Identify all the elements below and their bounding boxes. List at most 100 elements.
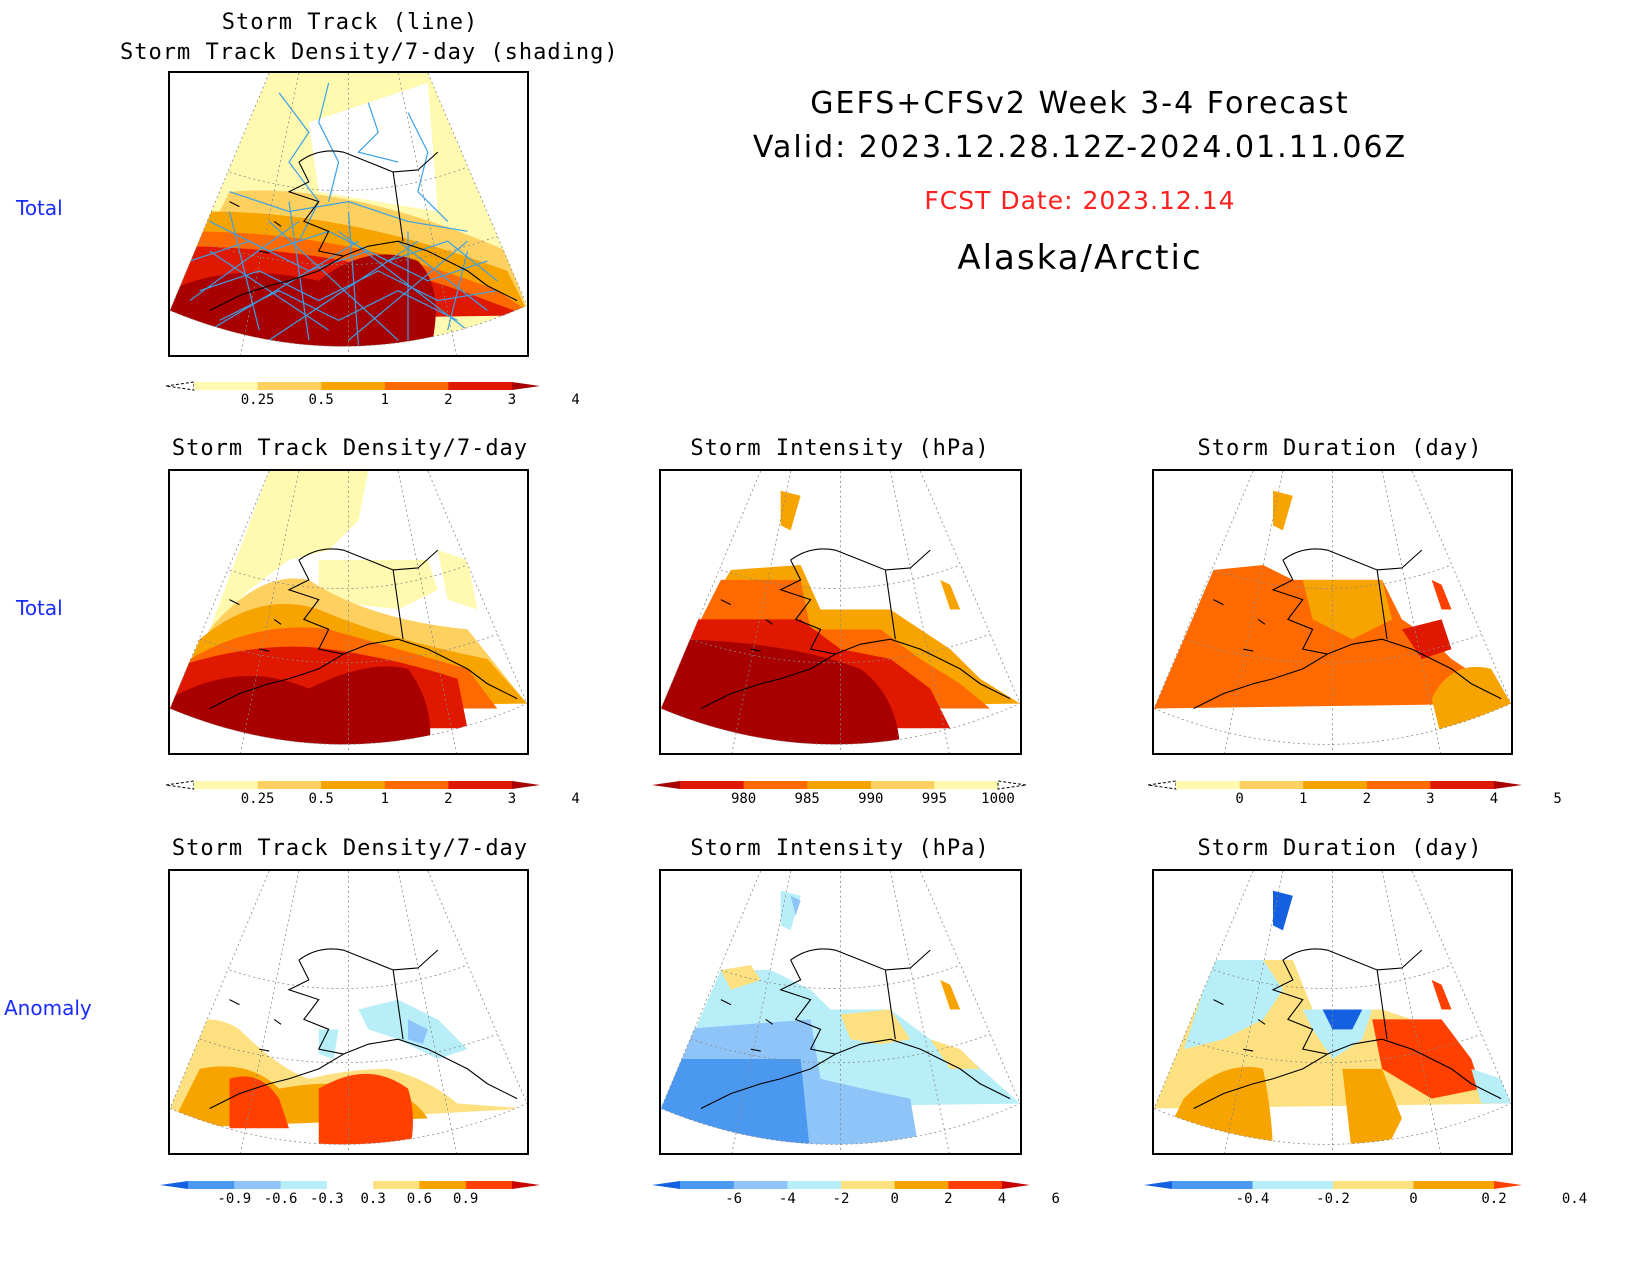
colorbar-tick-label: 0.9 bbox=[453, 1191, 479, 1207]
colorbar-segment bbox=[321, 382, 386, 390]
storm-track-map bbox=[168, 71, 529, 357]
colorbar-high-end bbox=[997, 780, 1027, 790]
colorbar-tick-label: 0 bbox=[1235, 791, 1244, 807]
colorbar-tick-label: 3 bbox=[507, 791, 517, 807]
colorbar-segment bbox=[188, 1181, 235, 1189]
colorbar-segment bbox=[384, 781, 449, 789]
intensity-anom-title: Storm Intensity (hPa) bbox=[690, 836, 990, 861]
colorbar-segment bbox=[384, 382, 449, 390]
colorbar-tick-label: 0.5 bbox=[308, 791, 334, 807]
colorbar-low-end bbox=[1144, 1181, 1172, 1189]
colorbar-low-end bbox=[165, 780, 195, 790]
colorbar-density-top: 0.25 0.5 1 2 3 4 bbox=[165, 380, 580, 414]
colorbar-segment bbox=[1430, 781, 1495, 789]
colorbar-segment bbox=[1176, 781, 1241, 789]
density-anomaly-map-svg bbox=[170, 871, 527, 1153]
density-colorbar-svg bbox=[165, 780, 540, 790]
colorbar-duration-total: 0 1 2 3 4 5 bbox=[1147, 779, 1562, 813]
duration_anom-colorbar-svg bbox=[1144, 1181, 1522, 1189]
colorbar-low-end bbox=[1147, 780, 1177, 790]
intensity-total-map-svg bbox=[661, 471, 1020, 753]
colorbar-segment bbox=[1172, 1181, 1253, 1189]
colorbar-duration-anomaly: -0.4 -0.2 0 0.2 0.4 bbox=[1144, 1179, 1587, 1213]
colorbar-tick-label: 0.4 bbox=[1561, 1191, 1588, 1207]
colorbar-segment bbox=[841, 1181, 896, 1189]
colorbar-tick-label: 0.5 bbox=[308, 392, 334, 408]
colorbar-tick-label: 3 bbox=[507, 392, 517, 408]
colorbar-segment bbox=[373, 1181, 420, 1189]
intensity-total-title: Storm Intensity (hPa) bbox=[690, 436, 990, 461]
duration-total-map bbox=[1152, 469, 1513, 755]
colorbar-tick-label: -0.9 bbox=[217, 1191, 252, 1207]
colorbar-tick-label: 6 bbox=[1051, 1191, 1060, 1207]
colorbar-segment bbox=[1252, 1181, 1334, 1189]
colorbar-segment bbox=[326, 1181, 374, 1189]
colorbar-tick-label: 4 bbox=[571, 392, 580, 408]
colorbar-tick-label: 0.6 bbox=[406, 1191, 433, 1207]
colorbar-segment bbox=[465, 1181, 513, 1189]
colorbar-segment bbox=[1303, 781, 1368, 789]
colorbar-high-end bbox=[512, 382, 540, 390]
colorbar-tick-label: 0 bbox=[1409, 1191, 1418, 1207]
colorbar-high-end bbox=[1494, 781, 1522, 789]
colorbar-segment bbox=[948, 1181, 1003, 1189]
colorbar-high-end bbox=[1494, 1181, 1522, 1189]
colorbar-tick-label: 1 bbox=[380, 392, 390, 408]
duration-colorbar-svg bbox=[1147, 780, 1522, 790]
intensity-anomaly-map bbox=[659, 869, 1022, 1155]
intensity-anomaly-map-svg bbox=[661, 871, 1020, 1153]
colorbar-tick-label: -0.2 bbox=[1316, 1191, 1350, 1207]
density_anom-colorbar-svg bbox=[160, 1181, 540, 1189]
duration-total-title: Storm Duration (day) bbox=[1197, 436, 1483, 461]
colorbar-high-end bbox=[1002, 1181, 1030, 1189]
valid-period: Valid: 2023.12.28.12Z-2024.01.11.06Z bbox=[752, 130, 1408, 165]
forecast-title: GEFS+CFSv2 Week 3-4 Forecast bbox=[810, 86, 1350, 121]
colorbar-tick-label: 1 bbox=[380, 791, 390, 807]
colorbar-tick-label: 4 bbox=[1489, 791, 1499, 807]
colorbar-tick-label: 5 bbox=[1553, 791, 1562, 807]
colorbar-segment bbox=[1413, 1181, 1495, 1189]
row-label-middle: Total bbox=[16, 596, 63, 620]
colorbar-segment bbox=[257, 781, 322, 789]
colorbar-high-end bbox=[512, 781, 540, 789]
colorbar-tick-label: 0.25 bbox=[240, 392, 275, 408]
storm-track-lines bbox=[189, 82, 498, 346]
colorbar-tick-label: -0.3 bbox=[309, 1191, 344, 1207]
duration-total-map-svg bbox=[1154, 471, 1511, 753]
colorbar-segment bbox=[448, 781, 513, 789]
colorbar-tick-label: 980 bbox=[730, 791, 757, 807]
row-label-top: Total bbox=[16, 196, 63, 220]
colorbar-segment bbox=[787, 1181, 842, 1189]
colorbar-segment bbox=[321, 781, 386, 789]
region-name: Alaska/Arctic bbox=[957, 238, 1203, 278]
colorbar-low-end bbox=[160, 1181, 188, 1189]
colorbar-density-anomaly: -0.9 -0.6 -0.3 0.3 0.6 0.9 bbox=[160, 1179, 540, 1213]
colorbar-segment bbox=[680, 1181, 735, 1189]
colorbar-tick-label: 4 bbox=[571, 791, 580, 807]
colorbar-segment bbox=[419, 1181, 467, 1189]
colorbar-tick-label: -6 bbox=[725, 1191, 743, 1207]
colorbar-segment bbox=[894, 1181, 949, 1189]
colorbar-tick-label: -2 bbox=[832, 1191, 850, 1207]
colorbar-tick-label: 4 bbox=[997, 1191, 1007, 1207]
track-panel-title-line1: Storm Track (line) bbox=[221, 10, 479, 35]
colorbar-low-end bbox=[165, 381, 195, 391]
colorbar-segment bbox=[1333, 1181, 1414, 1189]
duration-anom-title: Storm Duration (day) bbox=[1197, 836, 1483, 861]
colorbar-tick-label: 2 bbox=[1362, 791, 1372, 807]
density-anom-title: Storm Track Density/7-day bbox=[171, 836, 529, 861]
colorbar-low-end bbox=[652, 1181, 680, 1189]
colorbar-tick-label: 0.25 bbox=[240, 791, 275, 807]
density-total-title: Storm Track Density/7-day bbox=[171, 436, 529, 461]
storm-track-map-svg bbox=[170, 73, 527, 355]
density-total-map bbox=[168, 469, 529, 755]
colorbar-segment bbox=[194, 781, 259, 789]
colorbar-tick-label: 2 bbox=[444, 392, 453, 408]
colorbar-low-end bbox=[652, 781, 680, 789]
intensity-total-map bbox=[659, 469, 1022, 755]
colorbar-segment bbox=[257, 382, 322, 390]
density-anomaly-map bbox=[168, 869, 529, 1155]
alaska-coastline bbox=[209, 150, 518, 311]
intensity_anom-colorbar-svg bbox=[652, 1181, 1030, 1189]
colorbar-segment bbox=[1239, 781, 1304, 789]
